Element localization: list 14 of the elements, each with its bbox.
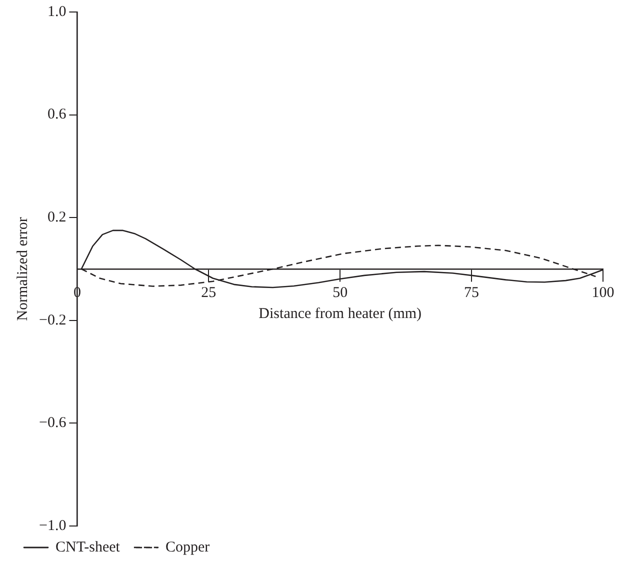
x-tick-label: 50 bbox=[332, 284, 348, 301]
x-tick-label: 25 bbox=[201, 284, 216, 301]
x-tick-label: 100 bbox=[592, 284, 614, 301]
legend-label: Copper bbox=[165, 539, 210, 556]
y-tick-label: −0.2 bbox=[38, 312, 66, 328]
x-tick-label: 75 bbox=[464, 284, 480, 301]
y-tick-label: 1.0 bbox=[47, 4, 66, 20]
x-axis-title: Distance from heater (mm) bbox=[258, 306, 422, 322]
y-tick-label: −1.0 bbox=[38, 518, 66, 534]
y-tick-label: −0.6 bbox=[38, 415, 67, 432]
y-tick-label: 0.2 bbox=[47, 210, 66, 226]
legend-label: CNT-sheet bbox=[56, 539, 121, 556]
y-axis-title: Normalized error bbox=[14, 217, 31, 321]
y-tick-label: 0.6 bbox=[47, 106, 67, 123]
